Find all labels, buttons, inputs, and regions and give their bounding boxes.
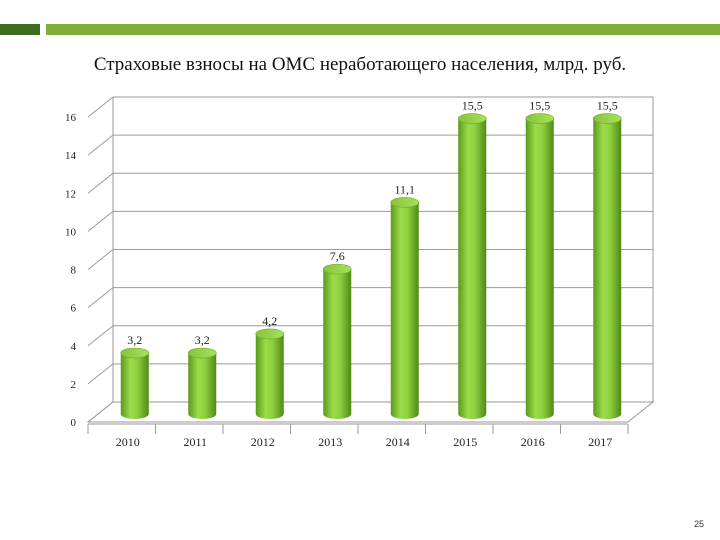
chart-title: Страховые взносы на ОМС неработающего на…: [93, 54, 627, 75]
x-tick-label: 2012: [251, 435, 275, 449]
y-tick-label: 10: [65, 226, 77, 238]
gridline-depth: [87, 325, 114, 347]
x-tick-label: 2015: [453, 435, 477, 449]
page-number: 25: [693, 519, 704, 529]
data-label: 15,5: [529, 99, 550, 113]
bar: [187, 347, 217, 419]
top-accent-bar-dark: [0, 24, 40, 35]
data-label: 4,2: [262, 314, 277, 328]
y-tick-label: 16: [65, 112, 77, 124]
top-accent-bar-light: [46, 24, 720, 35]
bar-top: [592, 113, 622, 124]
bar: [457, 113, 487, 419]
gridline-depth: [87, 249, 114, 270]
data-label: 15,5: [597, 99, 618, 113]
data-label: 7,6: [330, 249, 345, 263]
y-tick-label: 2: [71, 379, 77, 391]
y-tick-label: 12: [65, 188, 76, 200]
gridline-depth: [87, 363, 114, 385]
data-label: 3,2: [127, 333, 142, 347]
bar-top: [187, 347, 217, 359]
bar-top: [322, 263, 352, 275]
bar-body: [390, 202, 419, 419]
y-tick-label: 8: [71, 265, 77, 277]
bar-top: [525, 113, 555, 124]
x-tick-label: 2011: [183, 435, 207, 449]
gridline-depth: [87, 172, 114, 194]
bar: [255, 328, 285, 419]
x-tick-label: 2010: [116, 435, 140, 449]
data-label: 11,1: [394, 182, 415, 196]
gridline-depth: [87, 401, 114, 423]
data-label: 3,2: [195, 333, 210, 347]
bar: [120, 347, 150, 419]
gridline-depth: [87, 134, 114, 156]
bar-body: [255, 333, 284, 419]
bar-body: [593, 118, 622, 419]
bar-top: [120, 347, 150, 359]
gridline-depth: [87, 210, 114, 232]
y-tick-label: 14: [65, 150, 77, 162]
data-label: 15,5: [462, 99, 483, 113]
bar-body: [458, 118, 487, 419]
x-tick-label: 2013: [318, 435, 342, 449]
x-tick-label: 2014: [386, 435, 410, 449]
gridline-depth: [87, 287, 114, 309]
chart-grid: [86, 96, 655, 423]
bar: [390, 197, 420, 419]
y-tick-label: 6: [71, 303, 77, 315]
bar-top: [255, 328, 285, 340]
chart-floor: [86, 401, 655, 423]
bar-body: [188, 353, 217, 419]
y-tick-label: 4: [71, 341, 77, 353]
bar-body: [120, 353, 149, 419]
gridline-depth: [87, 96, 114, 118]
bar-top: [390, 197, 420, 208]
bar-body: [525, 118, 554, 419]
x-tick-label: 2017: [588, 435, 612, 449]
y-tick-label: 0: [71, 417, 77, 429]
x-tick-label: 2016: [521, 435, 545, 449]
bar-top: [457, 113, 487, 124]
bar-body: [323, 269, 352, 419]
bar: [322, 263, 352, 419]
bar: [525, 113, 555, 419]
bar: [592, 113, 622, 419]
